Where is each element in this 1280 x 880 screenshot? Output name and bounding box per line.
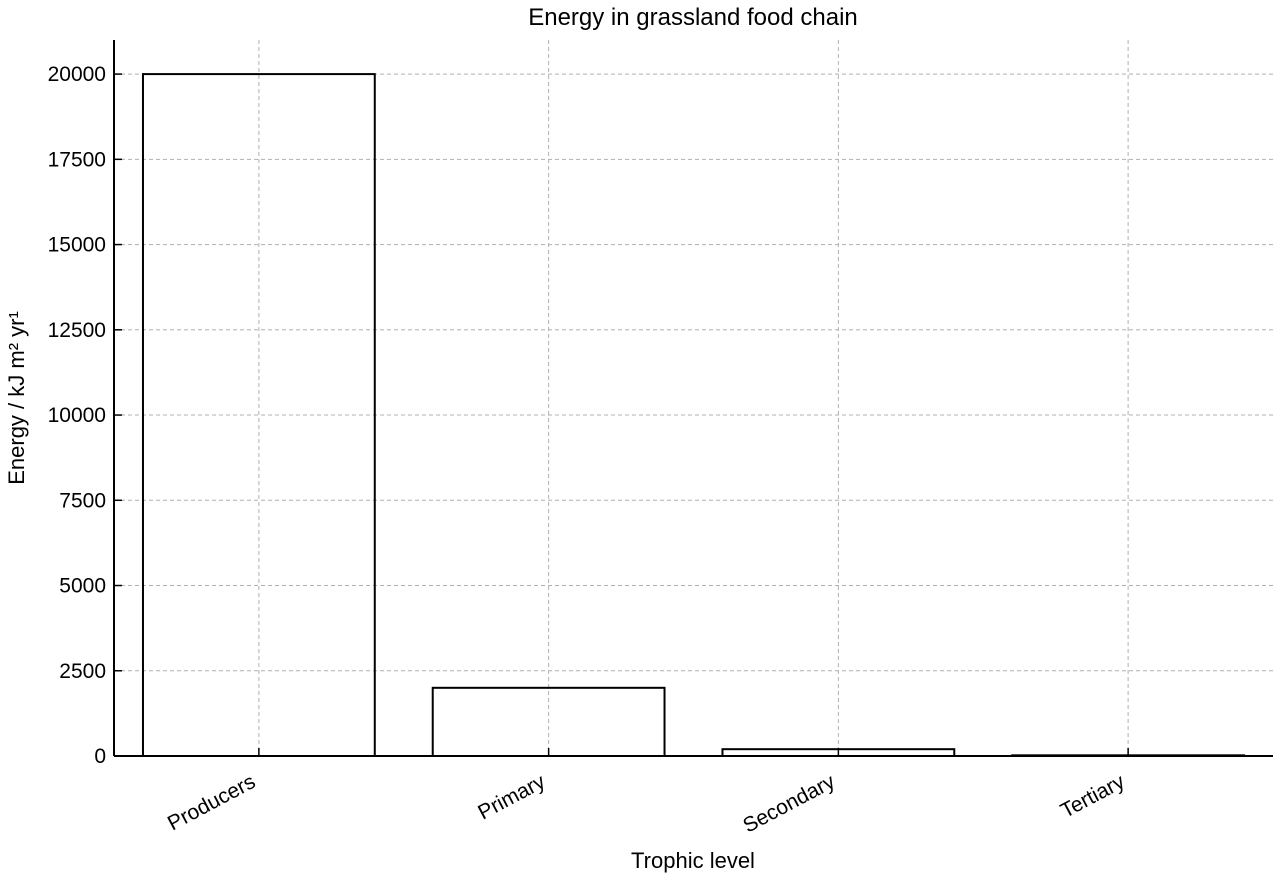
x-tick-label: Tertiary bbox=[1057, 770, 1129, 823]
y-tick-label: 7500 bbox=[59, 489, 106, 512]
axes bbox=[113, 40, 1273, 757]
x-axis-label: Trophic level bbox=[631, 848, 755, 873]
y-ticks: 0 2500 5000 7500 10000 12500 15000 17500 20000 bbox=[48, 63, 122, 768]
x-tick-label: Primary bbox=[474, 770, 549, 824]
y-tick-label: 2500 bbox=[59, 660, 106, 683]
y-tick-label: 15000 bbox=[48, 234, 106, 257]
y-tick-label: 0 bbox=[94, 745, 106, 768]
x-ticks: Producers Primary Secondary Tertiary bbox=[164, 748, 1129, 838]
y-axis-label: Energy / kJ m² yr¹ bbox=[4, 311, 29, 485]
grid bbox=[114, 40, 1273, 757]
y-tick-label: 5000 bbox=[59, 575, 106, 598]
x-tick-label: Producers bbox=[164, 770, 259, 835]
x-tick-label: Secondary bbox=[739, 770, 839, 838]
y-tick-label: 10000 bbox=[48, 404, 106, 427]
bars bbox=[141, 73, 1246, 758]
y-tick-label: 17500 bbox=[48, 148, 106, 171]
chart-title: Energy in grassland food chain bbox=[528, 4, 858, 31]
y-tick-label: 20000 bbox=[48, 63, 106, 86]
y-tick-label: 12500 bbox=[48, 319, 106, 342]
